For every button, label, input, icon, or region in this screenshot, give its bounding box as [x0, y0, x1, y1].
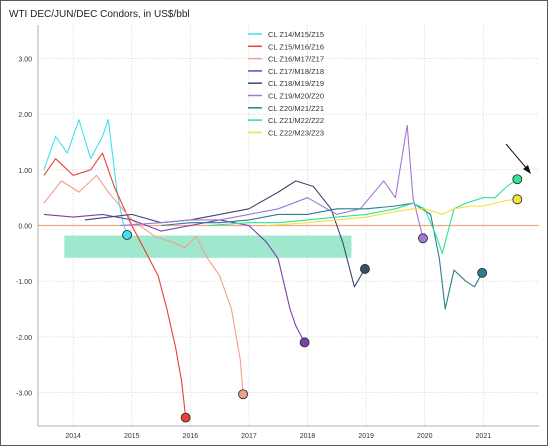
arrow-annotation — [505, 143, 531, 174]
x-tick-label: 2021 — [476, 433, 492, 440]
legend-label: CL Z17/M18/Z18 — [268, 67, 324, 76]
y-tick-label: -3.00 — [16, 391, 32, 398]
x-tick-label: 2015 — [124, 433, 140, 440]
highlight-band — [64, 235, 352, 258]
y-tick-label: 0.00 — [18, 224, 32, 231]
legend-label: CL Z19/M20/Z20 — [268, 92, 324, 101]
series-end-marker-5 — [418, 233, 428, 244]
series-end-marker-6 — [477, 267, 488, 278]
series-end-marker-0 — [122, 230, 132, 240]
series-end-marker-3 — [299, 337, 310, 348]
x-tick-label: 2016 — [183, 433, 199, 440]
y-tick-label: 3.00 — [18, 56, 32, 63]
legend-label: CL Z15/M16/Z16 — [268, 42, 324, 51]
legend-label: CL Z16/M17/Z17 — [268, 55, 324, 64]
x-tick-label: 2014 — [65, 433, 81, 440]
series-line-2 — [43, 174, 244, 395]
x-tick-label: 2017 — [241, 433, 257, 440]
series-end-marker-1 — [180, 412, 191, 423]
chart-title: WTI DEC/JUN/DEC Condors, in US$/bbl — [9, 9, 190, 20]
band-layer — [64, 235, 352, 258]
series-line-3 — [43, 213, 306, 343]
series-line-5 — [119, 124, 424, 239]
series-end-marker-4 — [360, 264, 370, 274]
x-tick-label: 2018 — [300, 433, 316, 440]
x-tick-label: 2019 — [358, 433, 374, 440]
legend-label: CL Z21/M22/Z22 — [268, 116, 324, 125]
y-tick-label: -2.00 — [16, 335, 32, 342]
series-line-1 — [43, 152, 187, 418]
series-end-marker-7 — [512, 174, 523, 185]
legend-label: CL Z20/M21/Z21 — [268, 104, 324, 113]
series-line-6 — [161, 202, 483, 310]
legend-label: CL Z22/M23/Z23 — [268, 128, 324, 137]
annotation-arrow — [505, 143, 529, 171]
y-tick-label: -1.00 — [16, 279, 32, 286]
legend-label: CL Z14/M15/Z15 — [268, 30, 324, 39]
series-end-marker-2 — [238, 389, 248, 400]
series-layer — [43, 119, 518, 418]
x-tick-label: 2020 — [417, 433, 433, 440]
series-line-8 — [266, 198, 518, 227]
annotation-arrow-head — [523, 165, 531, 174]
y-tick-label: 1.00 — [18, 168, 32, 175]
y-tick-label: 2.00 — [18, 112, 32, 119]
series-line-0 — [43, 119, 128, 236]
marker-layer — [122, 174, 523, 423]
grid — [38, 25, 539, 426]
legend: CL Z14/M15/Z15 CL Z15/M16/Z16 CL Z16/M17/Z… — [248, 30, 324, 137]
series-end-marker-8 — [512, 194, 523, 205]
legend-label: CL Z18/M19/Z19 — [268, 79, 324, 88]
axis-layer: -3.00 -2.00 -1.00 0.00 1.00 2.00 3.00 2014 2015 2… — [16, 25, 539, 440]
